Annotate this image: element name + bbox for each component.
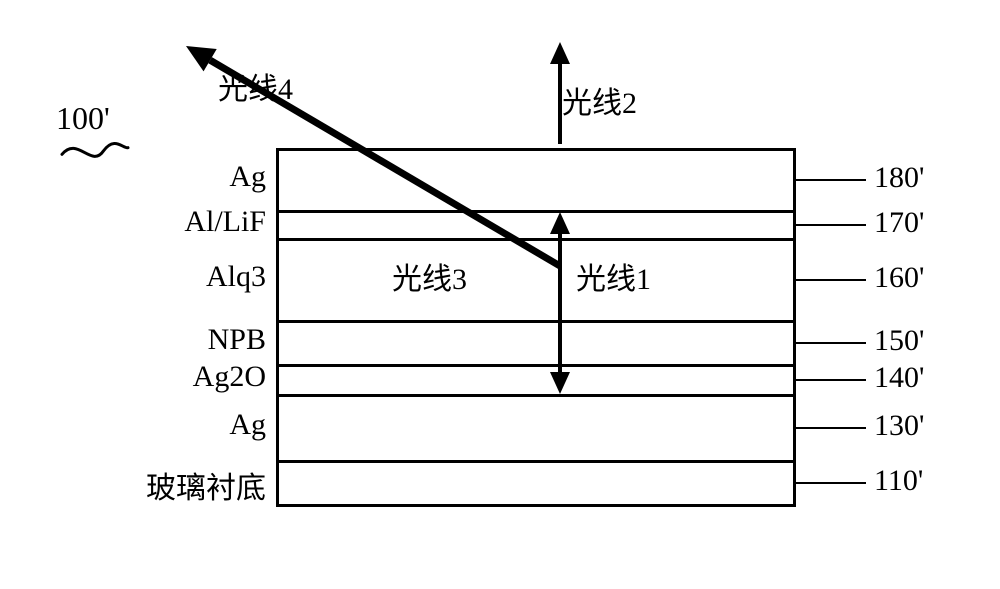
ref-npb: 150': [874, 324, 924, 358]
layer-label-allif: Al/LiF: [106, 205, 266, 239]
ray-label-r4: 光线4: [218, 64, 293, 108]
leader-ag2o: [796, 379, 866, 381]
ray-label-r2: 光线2: [562, 78, 637, 122]
leader-allif: [796, 224, 866, 226]
layer-label-ag_bot: Ag: [106, 408, 266, 442]
ref-ag_top: 180': [874, 161, 924, 195]
layer-npb: [279, 323, 793, 367]
layer-label-ag2o: Ag2O: [106, 360, 266, 394]
layer-label-glass: 玻璃衬底: [106, 463, 266, 507]
leader-glass: [796, 482, 866, 484]
ref-allif: 170': [874, 206, 924, 240]
layer-stack: [276, 148, 796, 507]
ref-ag_bot: 130': [874, 409, 924, 443]
ray2-head: [550, 42, 570, 64]
ray-label-r3: 光线3: [392, 254, 467, 298]
figure-number: 100': [56, 100, 110, 137]
figure-number-tilde: [60, 140, 130, 162]
layer-glass: [279, 463, 793, 507]
leader-ag_top: [796, 179, 866, 181]
layer-alq3: [279, 241, 793, 323]
layer-label-ag_top: Ag: [106, 160, 266, 194]
leader-alq3: [796, 279, 866, 281]
ref-ag2o: 140': [874, 361, 924, 395]
layer-label-npb: NPB: [106, 323, 266, 357]
leader-npb: [796, 342, 866, 344]
ref-alq3: 160': [874, 261, 924, 295]
layer-allif: [279, 213, 793, 241]
diagram-canvas: 100' Ag 180' Al/LiF 170' Alq3 160' NPB 150' Ag2O…: [0, 0, 1000, 589]
layer-ag_top: [279, 151, 793, 213]
ray3-4-head: [186, 46, 217, 71]
layer-ag_bot: [279, 397, 793, 463]
leader-ag_bot: [796, 427, 866, 429]
layer-ag2o: [279, 367, 793, 397]
layer-label-alq3: Alq3: [106, 260, 266, 294]
ref-glass: 110': [874, 464, 923, 498]
ray-label-r1: 光线1: [576, 254, 651, 298]
